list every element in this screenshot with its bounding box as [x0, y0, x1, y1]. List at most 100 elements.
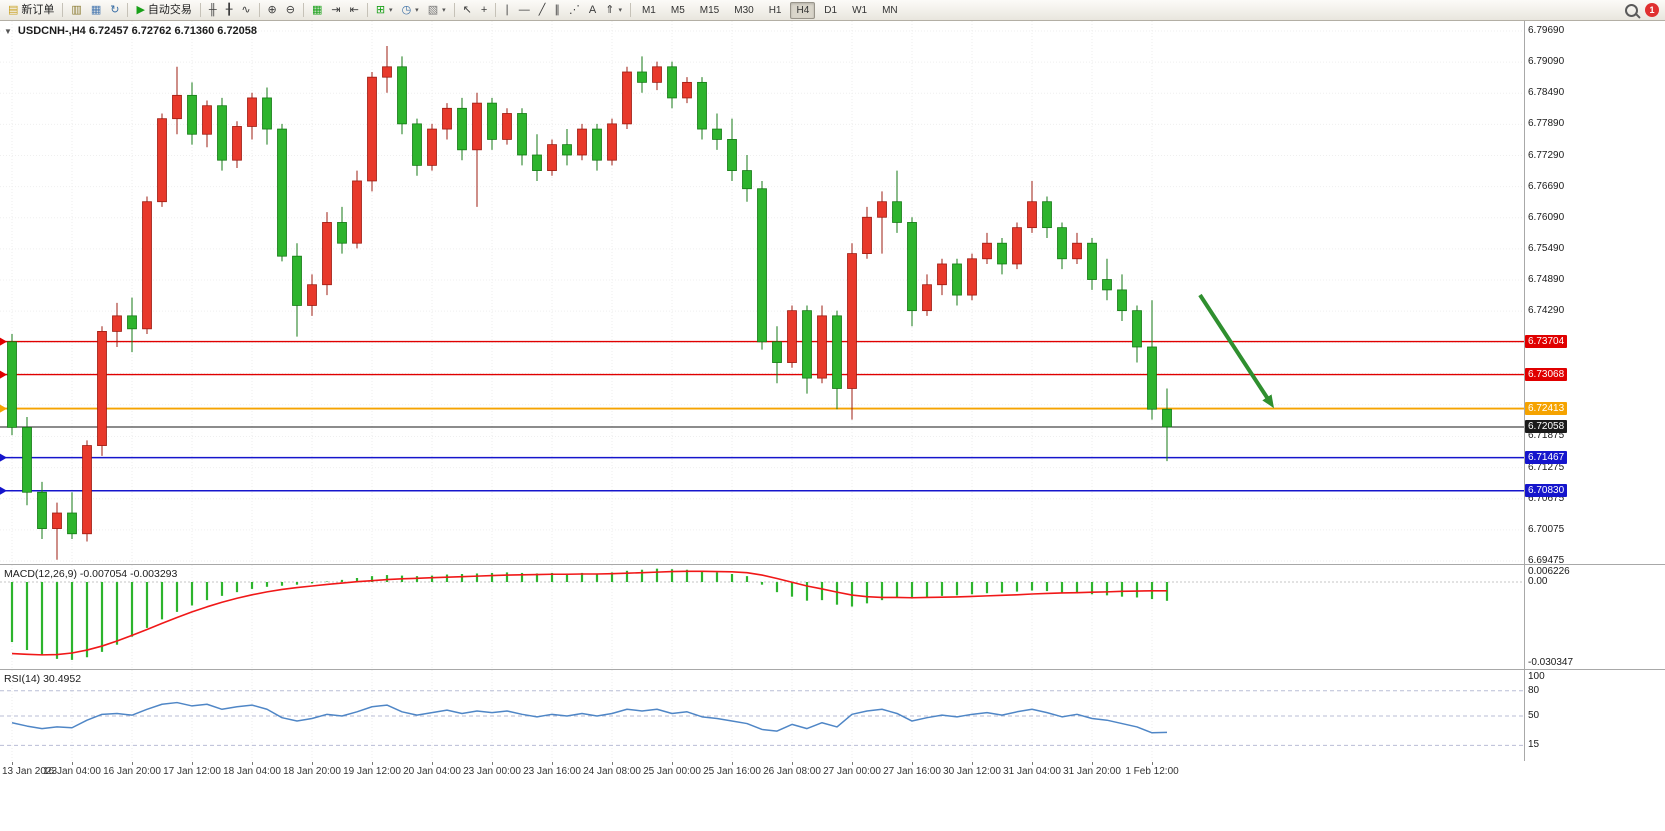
- time-axis: 13 Jan 2023 16 Jan 04:00 16 Jan 20:00 17 Ja…: [0, 761, 1665, 781]
- candle: [697, 77, 707, 140]
- candle: [1102, 258, 1112, 301]
- candle: [787, 305, 797, 368]
- cursor-icon: ↖: [462, 3, 472, 16]
- refresh-icon[interactable]: ↻: [106, 2, 123, 19]
- candle: [742, 155, 752, 202]
- candle: [772, 326, 782, 384]
- price-tick-label: 6.76690: [1528, 180, 1565, 192]
- line-chart-icon: ∿: [241, 3, 251, 16]
- time-tick: [672, 762, 673, 765]
- template-icon[interactable]: ▧ ▾: [424, 2, 450, 19]
- candle: [877, 191, 887, 254]
- arrow-tools-icon[interactable]: ⇑ ▾: [601, 2, 626, 19]
- refresh-icon: ↻: [110, 3, 120, 16]
- crosshair-icon[interactable]: +: [477, 2, 491, 19]
- candle: [652, 61, 662, 91]
- macd-tick-label: 0.006226: [1528, 566, 1570, 577]
- candle: [457, 97, 467, 161]
- notification-badge[interactable]: 1: [1645, 3, 1659, 17]
- time-tick: [12, 762, 13, 765]
- autotrading-button: ▶: [136, 3, 145, 16]
- timeframe-button-m1[interactable]: M1: [641, 4, 656, 16]
- price-tick-label: 6.74890: [1528, 274, 1565, 286]
- time-label: 1 Feb 12:00: [1125, 766, 1179, 777]
- text-icon[interactable]: A: [585, 2, 600, 19]
- panel-divider[interactable]: [0, 564, 1665, 565]
- candle: [1132, 305, 1142, 363]
- horizontal-line-icon[interactable]: —: [515, 2, 534, 19]
- candle: [592, 123, 602, 171]
- candle: [82, 440, 92, 542]
- charts-icon[interactable]: ▦: [87, 2, 105, 19]
- price-tick-label: 6.74290: [1528, 305, 1565, 317]
- time-label: 16 Jan 20:00: [103, 766, 161, 777]
- panel-divider[interactable]: [0, 669, 1665, 670]
- time-label: 18 Jan 04:00: [223, 766, 281, 777]
- rsi-panel-canvas[interactable]: [0, 670, 1524, 761]
- tile-windows-icon: ▦: [311, 3, 323, 16]
- time-tick: [792, 762, 793, 765]
- candle: [1057, 222, 1067, 270]
- arrow-tools-icon: ⇑: [605, 3, 615, 16]
- fibonacci-icon[interactable]: ⋰: [565, 2, 584, 19]
- new-order-button[interactable]: ▤ 新订单: [4, 2, 58, 19]
- candle: [307, 274, 317, 316]
- timeframe-button-m5[interactable]: M5: [670, 4, 685, 16]
- timeframe-button-h4[interactable]: H4: [790, 1, 816, 19]
- collapse-chart-icon[interactable]: ▼: [4, 26, 12, 36]
- candle: [412, 118, 422, 176]
- auto-scroll-icon: ⇥: [331, 3, 341, 16]
- zoom-in-icon[interactable]: ⊕: [264, 2, 281, 19]
- macd-panel-canvas[interactable]: [0, 565, 1524, 669]
- time-label: 27 Jan 00:00: [823, 766, 881, 777]
- rsi-line: [11, 701, 1168, 734]
- candle: [532, 134, 542, 181]
- candle: [1162, 388, 1172, 462]
- price-tick-label: 6.71275: [1528, 461, 1565, 473]
- current-price-label: 6.72058: [1525, 419, 1568, 433]
- rsi-tick-label: 80: [1528, 684, 1540, 696]
- trend-arrow[interactable]: [1198, 293, 1275, 409]
- main-chart-canvas[interactable]: [0, 21, 1524, 564]
- candle: [1087, 238, 1097, 290]
- autotrading-button[interactable]: ▶ 自动交易: [132, 2, 195, 19]
- time-label: 31 Jan 04:00: [1003, 766, 1061, 777]
- timeframe-button-h1[interactable]: H1: [768, 4, 782, 16]
- add-indicator-icon[interactable]: ⊞ ▾: [372, 2, 397, 19]
- horizontal-line-icon: —: [518, 3, 530, 16]
- time-tick: [1152, 762, 1153, 765]
- time-tick: [852, 762, 853, 765]
- line-chart-icon[interactable]: ∿: [237, 2, 254, 19]
- zoom-out-icon[interactable]: ⊖: [282, 2, 299, 19]
- time-label: 30 Jan 12:00: [943, 766, 1001, 777]
- timeframe-button-d1[interactable]: D1: [824, 4, 838, 16]
- bar-chart-icon[interactable]: ╫: [205, 2, 221, 19]
- terminal-icon[interactable]: ▥: [67, 2, 85, 19]
- channel-icon[interactable]: ∥: [550, 2, 564, 19]
- period-clock-icon[interactable]: ◷ ▾: [398, 2, 423, 19]
- candle: [232, 121, 242, 168]
- line-anchor-icon: [0, 486, 7, 495]
- time-tick: [492, 762, 493, 765]
- candle: [67, 492, 77, 539]
- channel-icon: ∥: [554, 3, 560, 16]
- vertical-line-icon[interactable]: ∣: [500, 2, 514, 19]
- candlestick-chart-icon[interactable]: ╂: [222, 2, 237, 19]
- search-icon[interactable]: [1625, 3, 1638, 17]
- timeframe-button-m15[interactable]: M15: [699, 4, 720, 16]
- candle: [7, 334, 17, 436]
- timeframe-button-w1[interactable]: W1: [852, 4, 868, 16]
- chart-shift-icon[interactable]: ⇤: [346, 2, 363, 19]
- candle: [22, 417, 32, 506]
- time-label: 25 Jan 00:00: [643, 766, 701, 777]
- timeframe-button-mn[interactable]: MN: [882, 4, 898, 16]
- candle: [172, 66, 182, 135]
- timeframe-button-m30[interactable]: M30: [734, 4, 754, 16]
- candle: [277, 123, 287, 262]
- auto-scroll-icon[interactable]: ⇥: [327, 2, 344, 19]
- tile-windows-icon[interactable]: ▦: [308, 2, 326, 19]
- cursor-icon[interactable]: ↖: [459, 2, 476, 19]
- candle: [367, 71, 377, 192]
- price-tick-label: 6.77290: [1528, 149, 1565, 161]
- trendline-icon[interactable]: ╱: [535, 2, 550, 19]
